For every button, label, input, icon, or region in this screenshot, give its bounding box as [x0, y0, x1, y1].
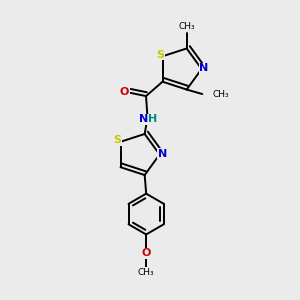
Text: H: H: [148, 114, 158, 124]
Text: O: O: [120, 88, 129, 98]
Text: N: N: [200, 63, 208, 73]
Text: CH₃: CH₃: [178, 22, 195, 31]
Text: N: N: [139, 114, 148, 124]
Text: S: S: [113, 135, 122, 145]
Text: N: N: [158, 148, 167, 159]
Text: CH₃: CH₃: [212, 89, 229, 98]
Text: O: O: [142, 248, 151, 258]
Text: S: S: [156, 50, 164, 60]
Text: CH₃: CH₃: [138, 268, 154, 277]
